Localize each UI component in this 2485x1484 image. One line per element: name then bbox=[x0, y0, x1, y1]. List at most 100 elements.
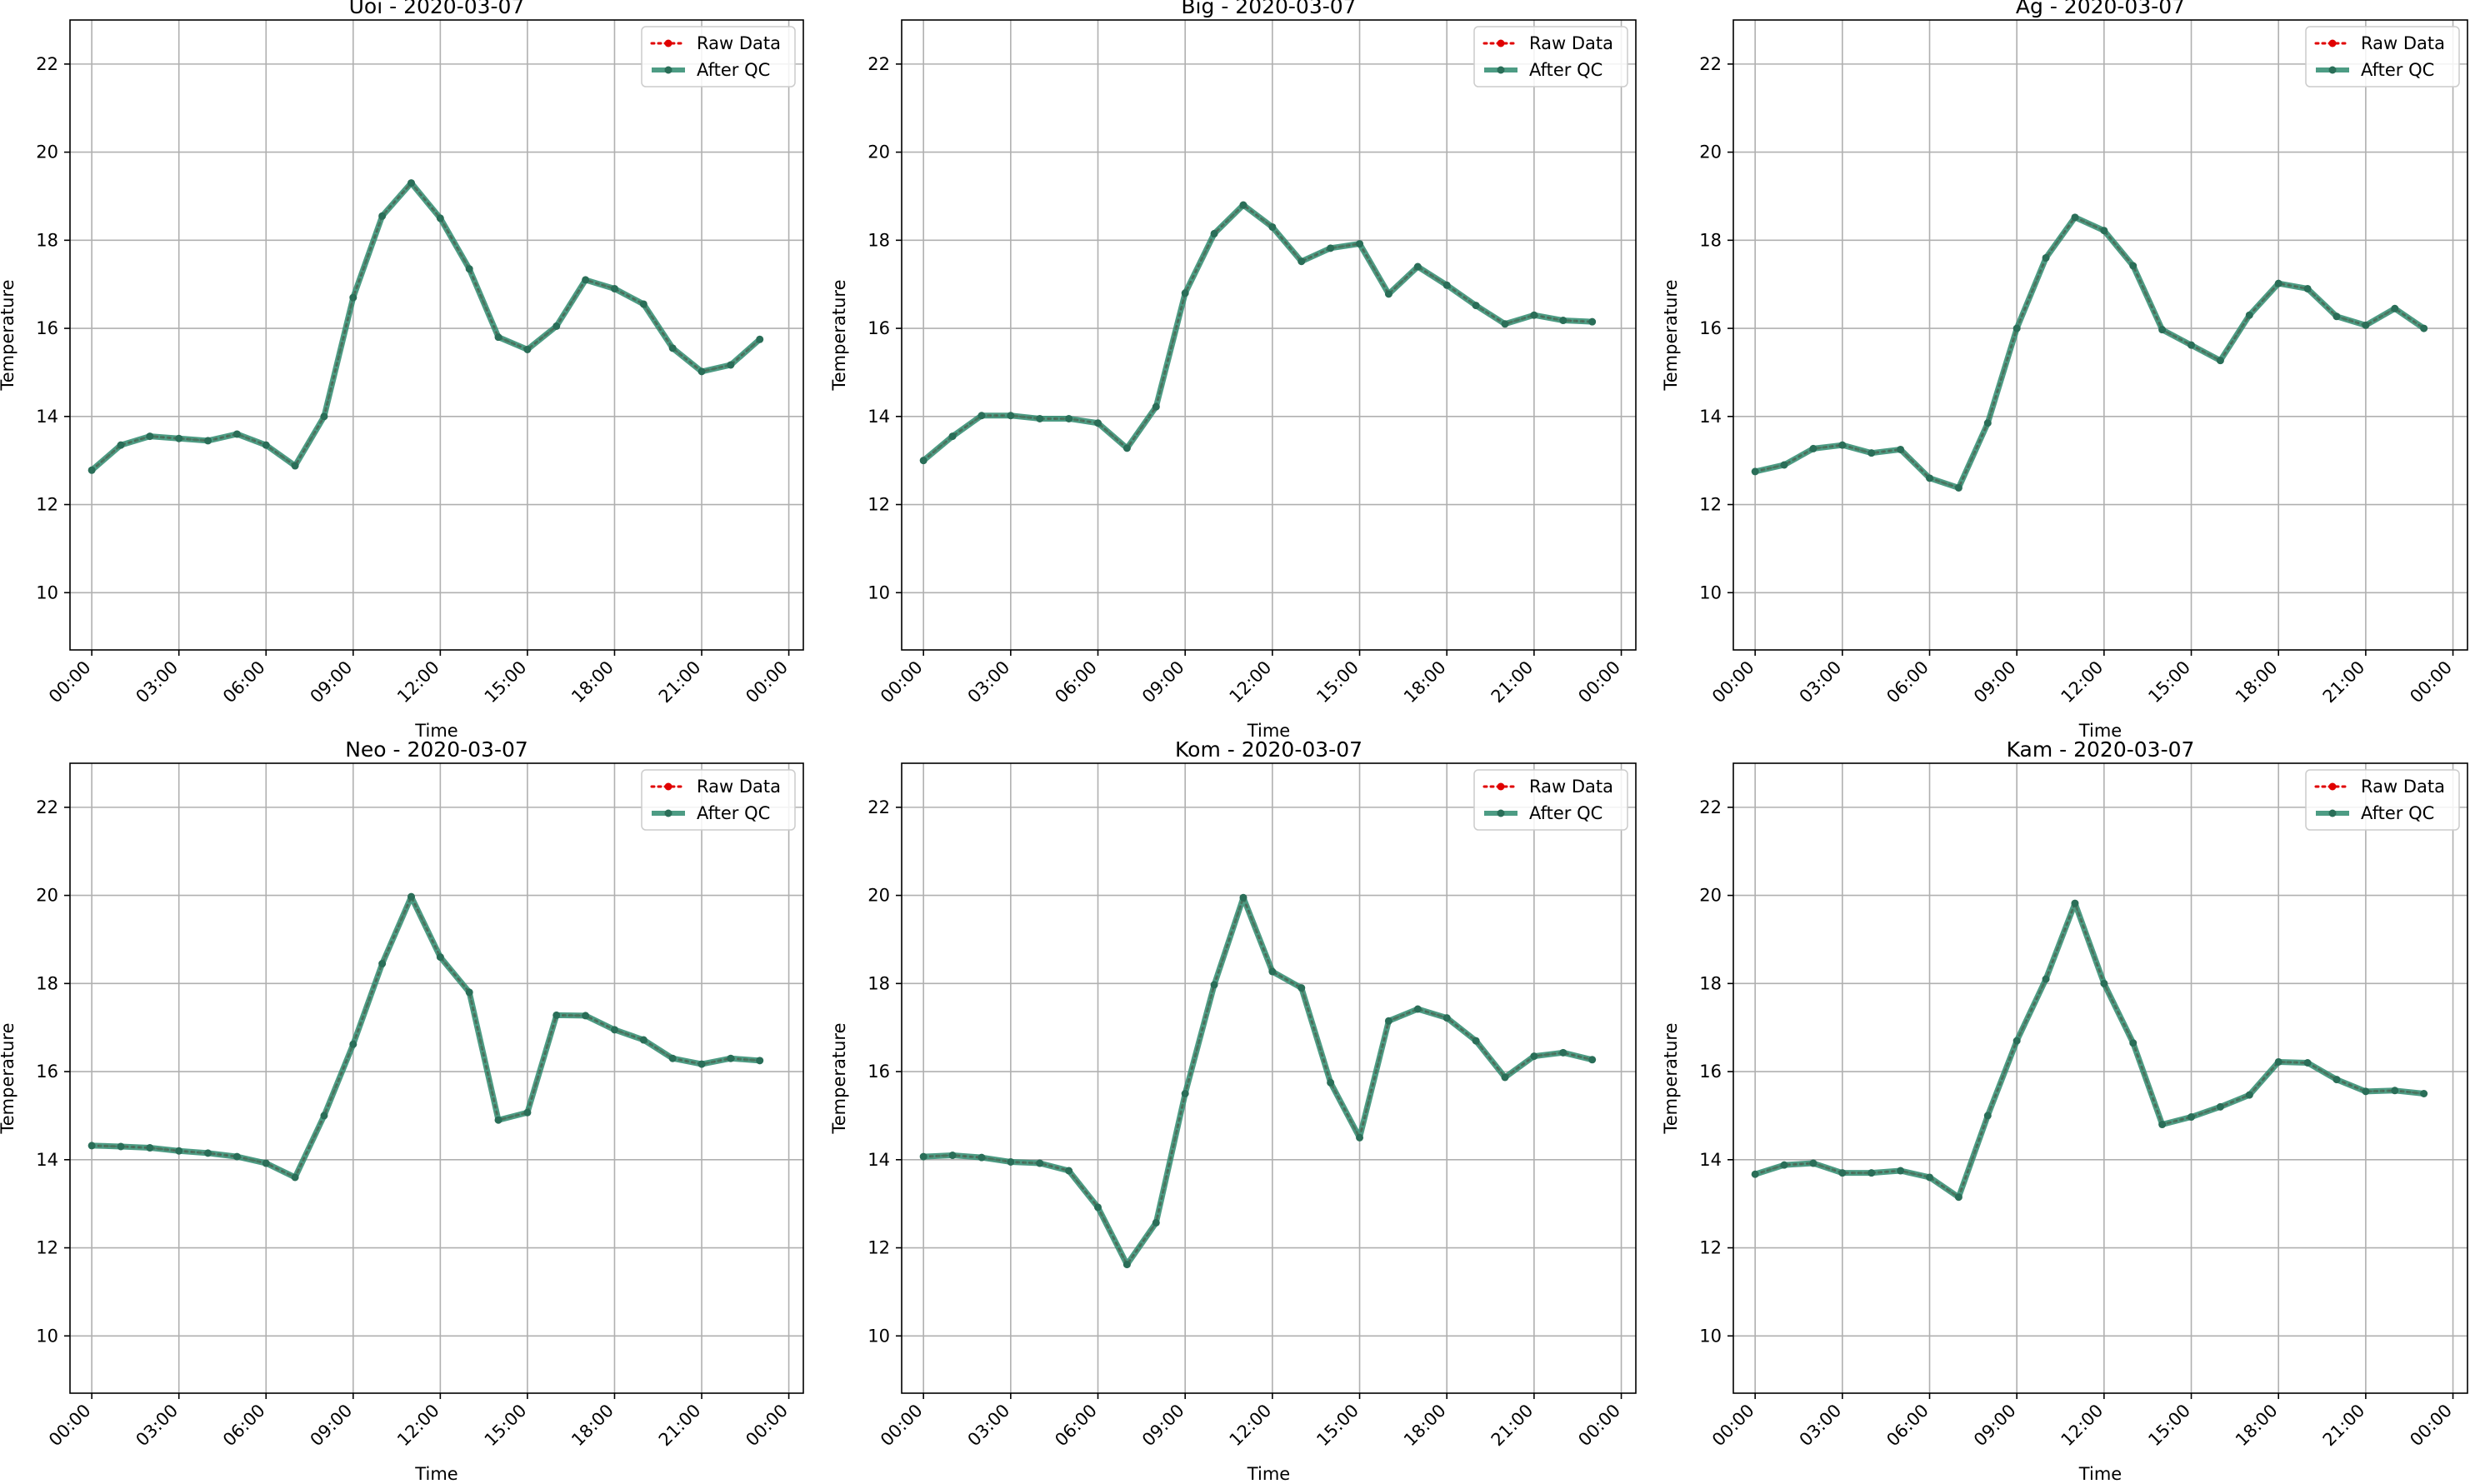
data-point-after-qc bbox=[1588, 1056, 1597, 1064]
series-line-after-qc bbox=[1754, 214, 2426, 491]
y-tick-label: 12 bbox=[868, 495, 890, 515]
data-point-after-qc bbox=[1868, 1169, 1876, 1177]
legend-marker-after-qc bbox=[1497, 66, 1505, 74]
y-tick-label: 10 bbox=[868, 1326, 890, 1346]
y-tick-label: 12 bbox=[1699, 1238, 1722, 1258]
data-point-after-qc bbox=[1239, 893, 1248, 902]
y-tick-label: 20 bbox=[1699, 142, 1722, 162]
data-point-after-qc bbox=[1356, 240, 1364, 248]
x-tick-label: 15:00 bbox=[2144, 1401, 2194, 1451]
y-tick-label: 12 bbox=[36, 1238, 58, 1258]
data-point-after-qc bbox=[2071, 213, 2079, 222]
x-tick-label: 18:00 bbox=[568, 1401, 618, 1451]
data-point-after-qc bbox=[2303, 1058, 2312, 1067]
data-point-after-qc bbox=[1298, 257, 1306, 266]
data-point-after-qc bbox=[1210, 981, 1218, 989]
x-tick-label: 03:00 bbox=[964, 657, 1014, 707]
x-tick-label: 21:00 bbox=[2319, 657, 2369, 707]
x-axis-label: Time bbox=[414, 1464, 458, 1484]
data-point-after-qc bbox=[2420, 324, 2428, 332]
data-point-after-qc bbox=[1809, 1159, 1818, 1167]
x-tick-label: 06:00 bbox=[219, 657, 269, 707]
data-point-after-qc bbox=[378, 960, 387, 968]
data-point-after-qc bbox=[668, 1054, 677, 1062]
legend-marker-raw-data bbox=[664, 782, 672, 791]
subplot-title: Kom - 2020-03-07 bbox=[1175, 737, 1362, 762]
x-axis-label: Time bbox=[2078, 721, 2122, 741]
plot-frame bbox=[69, 762, 804, 1394]
data-point-after-qc bbox=[639, 300, 648, 308]
x-tick-label: 12:00 bbox=[393, 1401, 443, 1451]
data-point-after-qc bbox=[1588, 317, 1597, 326]
legend-marker-raw-data bbox=[664, 39, 672, 47]
subplot-6: 00:00 03:00 06:00 09:00 12:00 15:00 18:00 21:00… bbox=[1661, 737, 2468, 1484]
data-point-after-qc bbox=[2303, 284, 2312, 292]
data-point-after-qc bbox=[1530, 311, 1538, 319]
data-point-after-qc bbox=[2332, 1076, 2341, 1084]
subplot-5: 00:00 03:00 06:00 09:00 12:00 15:00 18:00 21:00… bbox=[829, 737, 1637, 1484]
x-tick-label: 06:00 bbox=[1882, 1401, 1932, 1451]
plot-frame bbox=[901, 762, 1637, 1394]
data-point-after-qc bbox=[494, 333, 502, 342]
data-point-after-qc bbox=[1065, 414, 1073, 422]
data-point-after-qc bbox=[1838, 1169, 1847, 1177]
data-point-after-qc bbox=[1413, 1005, 1422, 1013]
data-point-after-qc bbox=[756, 1057, 764, 1065]
x-axis-label: Time bbox=[2078, 1464, 2122, 1484]
plot-frame bbox=[1732, 762, 2468, 1394]
data-point-after-qc bbox=[2245, 1091, 2253, 1099]
data-point-after-qc bbox=[2391, 1087, 2399, 1095]
data-point-after-qc bbox=[1122, 1261, 1131, 1269]
data-point-after-qc bbox=[2216, 357, 2224, 365]
data-point-after-qc bbox=[1954, 483, 1962, 492]
x-tick-label: 15:00 bbox=[1312, 657, 1362, 707]
x-tick-label: 06:00 bbox=[1882, 657, 1932, 707]
x-tick-label: 12:00 bbox=[1226, 657, 1276, 707]
y-axis-label: Temperature bbox=[829, 279, 849, 391]
data-point-after-qc bbox=[1298, 984, 1306, 992]
y-axis-label: Temperature bbox=[1661, 279, 1681, 391]
data-point-after-qc bbox=[1268, 967, 1277, 976]
data-point-after-qc bbox=[552, 322, 561, 330]
series-line-raw-data bbox=[922, 893, 1594, 1267]
data-point-after-qc bbox=[1442, 1014, 1451, 1022]
x-tick-label: 09:00 bbox=[1970, 1401, 2020, 1451]
data-point-after-qc bbox=[1751, 1170, 1759, 1178]
data-point-after-qc bbox=[2274, 1057, 2282, 1066]
x-tick-label: 15:00 bbox=[481, 1401, 531, 1451]
data-point-after-qc bbox=[146, 432, 154, 441]
legend-marker-raw-data bbox=[2328, 39, 2337, 47]
y-tick-label: 12 bbox=[36, 495, 58, 515]
data-point-after-qc bbox=[291, 1173, 299, 1182]
data-point-after-qc bbox=[436, 214, 444, 222]
y-tick-label: 12 bbox=[1699, 495, 1722, 515]
data-point-after-qc bbox=[582, 276, 590, 284]
legend-label-raw-data: Raw Data bbox=[697, 777, 781, 797]
data-point-after-qc bbox=[523, 1108, 532, 1117]
x-tick-label: 03:00 bbox=[1796, 1401, 1846, 1451]
x-tick-label: 09:00 bbox=[1138, 657, 1188, 707]
data-point-after-qc bbox=[1036, 414, 1044, 422]
x-axis-label: Time bbox=[1247, 721, 1290, 741]
series-line-raw-overlay bbox=[923, 895, 1592, 1267]
x-tick-label: 06:00 bbox=[1051, 1401, 1101, 1451]
y-tick-label: 16 bbox=[1699, 1062, 1722, 1082]
series-line-raw-data bbox=[90, 893, 762, 1179]
y-tick-label: 22 bbox=[868, 797, 890, 817]
x-tick-label: 15:00 bbox=[2144, 657, 2194, 707]
data-point-after-qc bbox=[1122, 444, 1131, 452]
data-point-after-qc bbox=[919, 1152, 928, 1161]
data-point-after-qc bbox=[175, 1147, 183, 1155]
data-point-after-qc bbox=[2420, 1090, 2428, 1098]
y-axis-label: Temperature bbox=[0, 1022, 18, 1134]
data-point-after-qc bbox=[610, 1026, 618, 1034]
y-tick-label: 20 bbox=[36, 142, 58, 162]
subplot-3: 00:00 03:00 06:00 09:00 12:00 15:00 18:00 21:00… bbox=[1661, 0, 2468, 741]
data-point-after-qc bbox=[1809, 444, 1818, 452]
x-tick-label: 00:00 bbox=[2406, 657, 2456, 707]
x-tick-label: 09:00 bbox=[1970, 657, 2020, 707]
series-line-after-qc bbox=[92, 893, 760, 1181]
data-point-after-qc bbox=[1559, 1048, 1568, 1057]
x-tick-label: 21:00 bbox=[2319, 1401, 2369, 1451]
